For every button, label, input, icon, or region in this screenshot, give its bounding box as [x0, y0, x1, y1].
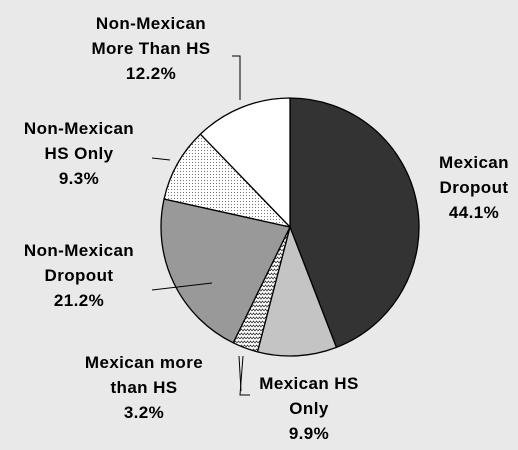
leader-line-mexican-more-than-hs: [238, 355, 242, 392]
slice-value-label: 21.2%: [54, 291, 104, 310]
slice-name-line: Mexican: [439, 153, 509, 172]
slice-name-line: Non-Mexican: [96, 14, 206, 33]
slice-value-label: 12.2%: [126, 64, 176, 83]
slices-layer: [160, 97, 420, 357]
slice-name-line: Mexican HS: [259, 374, 358, 393]
slice-name-line: than HS: [110, 378, 177, 397]
pie-slice-non-mexican-dropout: [160, 198, 291, 344]
slice-name-line: Only: [289, 399, 329, 418]
slice-name-line: Mexican more: [85, 353, 203, 372]
slice-label-non-mexican-dropout: Non-Mexican Dropout 21.2%: [24, 241, 134, 310]
slice-label-mexican-more-than-hs: Mexican more than HS 3.2%: [85, 353, 203, 422]
slice-label-non-mexican-more-than-hs: Non-Mexican More Than HS 12.2%: [91, 14, 210, 83]
slice-name-line: Dropout: [45, 266, 114, 285]
slice-name-line: HS Only: [45, 144, 114, 163]
leader-lines-layer: [151, 55, 250, 396]
slice-label-mexican-hs-only: Mexican HS Only 9.9%: [259, 374, 358, 443]
slice-value-label: 3.2%: [124, 403, 164, 422]
slice-value-label: 9.3%: [59, 169, 99, 188]
slice-name-line: More Than HS: [91, 39, 210, 58]
pie-slice-non-mexican-more-than-hs: [199, 97, 291, 228]
slice-name-line: Dropout: [440, 178, 509, 197]
slice-name-line: Non-Mexican: [24, 241, 134, 260]
leader-line-non-mexican-dropout: [151, 282, 213, 291]
slice-label-mexican-dropout: Mexican Dropout 44.1%: [439, 153, 509, 222]
slice-label-non-mexican-hs-only: Non-Mexican HS Only 9.3%: [24, 119, 134, 188]
labels-layer: Mexican Dropout 44.1%Mexican HS Only 9.9%Mex…: [24, 14, 509, 443]
slice-name-line: Non-Mexican: [24, 119, 134, 138]
pie-slice-mexican-hs-only: [256, 226, 338, 357]
slice-value-label: 44.1%: [449, 203, 499, 222]
leader-line-mexican-hs-only: [239, 355, 250, 396]
slice-value-label: 9.9%: [289, 424, 329, 443]
leader-line-non-mexican-hs-only: [151, 157, 171, 161]
leader-line-non-mexican-more-than-hs: [232, 55, 241, 100]
pie-slice-mexican-dropout: [289, 97, 420, 349]
